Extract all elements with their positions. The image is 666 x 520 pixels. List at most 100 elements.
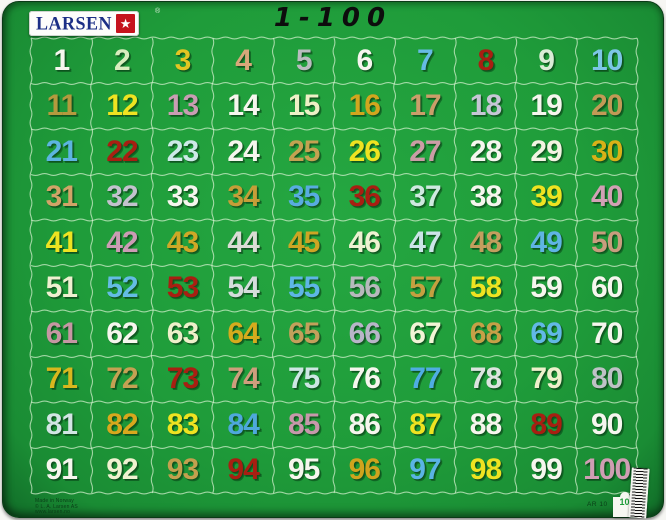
puzzle-number-71: 71 <box>45 362 78 396</box>
puzzle-number-66: 66 <box>348 316 381 350</box>
puzzle-number-82: 82 <box>106 407 138 441</box>
puzzle-number-78: 78 <box>469 362 502 396</box>
puzzle-number-24: 24 <box>227 134 259 168</box>
puzzle-number-28: 28 <box>469 134 502 168</box>
puzzle-number-70: 70 <box>591 316 623 350</box>
puzzle-number-88: 88 <box>469 407 502 441</box>
puzzle-number-35: 35 <box>288 180 320 214</box>
puzzle-number-22: 22 <box>106 134 138 168</box>
puzzle-number-21: 21 <box>45 134 78 168</box>
puzzle-number-14: 14 <box>227 89 259 123</box>
puzzle-number-41: 41 <box>45 225 78 259</box>
puzzle-number-68: 68 <box>469 316 502 350</box>
puzzle-number-40: 40 <box>591 180 623 214</box>
puzzle-number-49: 49 <box>530 225 562 259</box>
puzzle-number-18: 18 <box>469 89 502 123</box>
puzzle-number-48: 48 <box>469 225 502 259</box>
puzzle-number-80: 80 <box>591 362 623 396</box>
puzzle-number-91: 91 <box>45 453 78 487</box>
puzzle-number-42: 42 <box>106 225 138 259</box>
puzzle-number-84: 84 <box>227 407 259 441</box>
puzzle-number-61: 61 <box>45 316 78 350</box>
puzzle-number-76: 76 <box>348 362 381 396</box>
puzzle-number-69: 69 <box>530 316 562 350</box>
puzzle-number-46: 46 <box>348 225 381 259</box>
puzzle-number-26: 26 <box>348 134 381 168</box>
puzzle-number-96: 96 <box>348 453 381 487</box>
puzzle-title: 1-100 <box>273 3 393 33</box>
puzzle-number-12: 12 <box>106 89 138 123</box>
puzzle-number-60: 60 <box>591 271 623 305</box>
puzzle-number-56: 56 <box>348 271 381 305</box>
puzzle-number-92: 92 <box>106 453 138 487</box>
registered-mark-icon: ® <box>155 8 161 15</box>
puzzle-number-2: 2 <box>114 43 131 77</box>
imprint-line: www.larsen.no <box>35 509 71 515</box>
puzzle-number-3: 3 <box>174 43 192 77</box>
puzzle-number-95: 95 <box>288 453 320 487</box>
puzzle-number-89: 89 <box>530 407 562 441</box>
puzzle-number-85: 85 <box>288 407 320 441</box>
puzzle-number-67: 67 <box>409 316 441 350</box>
puzzle-number-63: 63 <box>166 316 199 350</box>
puzzle-number-27: 27 <box>409 134 441 168</box>
puzzle-number-81: 81 <box>45 407 78 441</box>
puzzle-number-16: 16 <box>348 89 381 123</box>
puzzle-number-93: 93 <box>166 453 199 487</box>
puzzle-number-11: 11 <box>46 89 77 123</box>
puzzle-number-39: 39 <box>530 180 562 214</box>
puzzle-number-15: 15 <box>288 89 320 123</box>
puzzle-number-6: 6 <box>356 43 373 77</box>
puzzle-number-83: 83 <box>166 407 199 441</box>
puzzle-number-50: 50 <box>591 225 623 259</box>
puzzle-number-25: 25 <box>288 134 320 168</box>
puzzle-number-59: 59 <box>530 271 562 305</box>
larsen-logo: LARSEN ★ <box>29 11 140 36</box>
puzzle-number-34: 34 <box>227 180 259 214</box>
puzzle-number-38: 38 <box>469 180 502 214</box>
puzzle-number-36: 36 <box>348 180 381 214</box>
puzzle-number-47: 47 <box>409 225 441 259</box>
star-icon: ★ <box>116 14 136 33</box>
puzzle-number-65: 65 <box>288 316 320 350</box>
puzzle-number-77: 77 <box>409 362 441 396</box>
puzzle-number-54: 54 <box>227 271 259 305</box>
puzzle-number-37: 37 <box>409 180 441 214</box>
puzzle-number-13: 13 <box>166 89 199 123</box>
puzzle-grid-lines <box>29 36 639 495</box>
puzzle-number-90: 90 <box>591 407 623 441</box>
imprint-line: Made in Norway <box>35 498 74 504</box>
puzzle-number-58: 58 <box>469 271 502 305</box>
puzzle-number-44: 44 <box>227 225 259 259</box>
puzzle-number-97: 97 <box>409 453 441 487</box>
piece-count-label: 100 <box>619 497 635 507</box>
puzzle-number-87: 87 <box>409 407 441 441</box>
puzzle-number-55: 55 <box>288 271 320 305</box>
puzzle-number-57: 57 <box>409 271 441 305</box>
puzzle-number-32: 32 <box>106 180 138 214</box>
puzzle-number-29: 29 <box>530 134 562 168</box>
puzzle-number-79: 79 <box>530 362 562 396</box>
puzzle-number-72: 72 <box>106 362 138 396</box>
puzzle-number-94: 94 <box>227 453 259 487</box>
puzzle-number-62: 62 <box>106 316 138 350</box>
puzzle-number-20: 20 <box>591 89 623 123</box>
puzzle-number-5: 5 <box>295 43 313 77</box>
puzzle-number-8: 8 <box>477 43 495 77</box>
puzzle-number-43: 43 <box>166 225 199 259</box>
puzzle-number-64: 64 <box>227 316 259 350</box>
puzzle-number-51: 51 <box>45 271 78 305</box>
puzzle-number-1: 1 <box>53 43 70 77</box>
brand-name: LARSEN <box>36 12 113 34</box>
puzzle-number-10: 10 <box>591 43 623 77</box>
imprint-line: © L. A. Larsen AS <box>35 503 78 510</box>
puzzle-number-19: 19 <box>530 89 562 123</box>
puzzle-number-73: 73 <box>166 362 199 396</box>
puzzle-number-98: 98 <box>469 453 502 487</box>
puzzle-number-52: 52 <box>106 271 138 305</box>
puzzle-number-7: 7 <box>417 43 434 77</box>
puzzle-number-4: 4 <box>235 43 252 77</box>
puzzle-number-45: 45 <box>288 225 320 259</box>
